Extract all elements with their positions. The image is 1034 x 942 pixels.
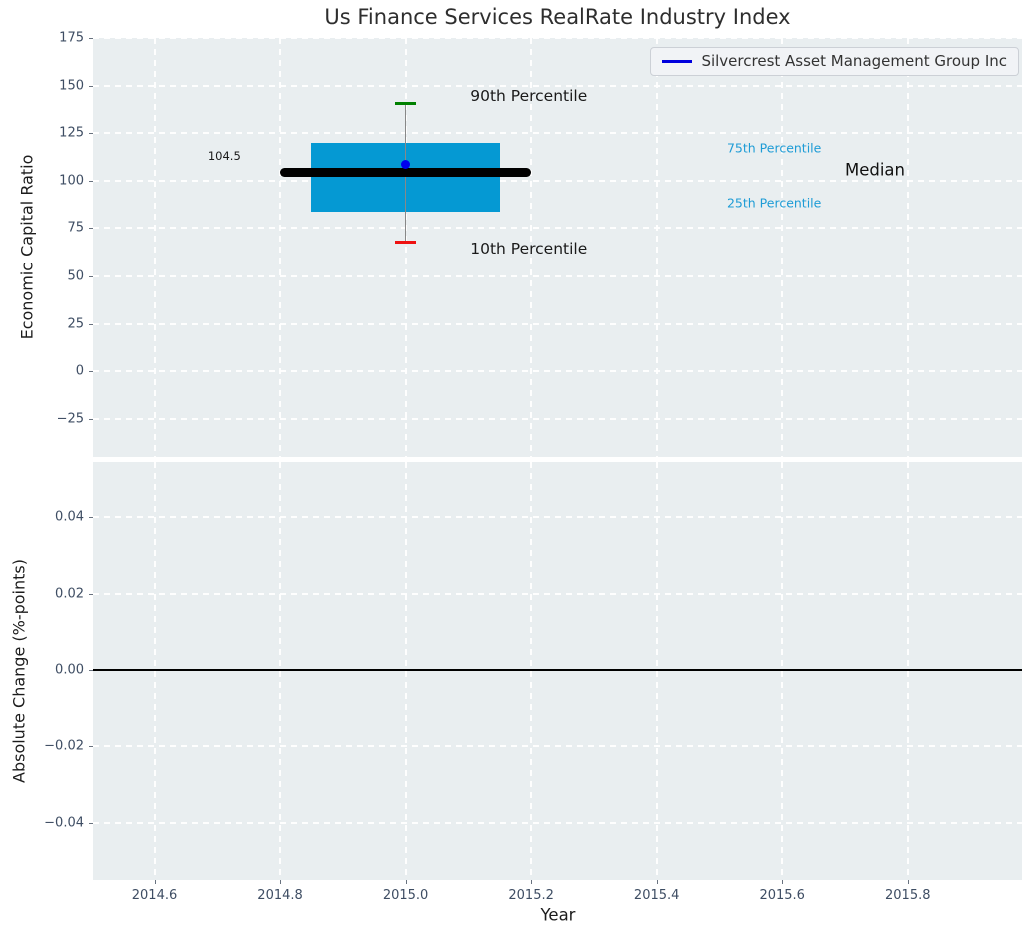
y-tick-label: 25 (67, 316, 84, 332)
x-axis-label: Year (540, 905, 576, 925)
p10-cap (395, 241, 416, 245)
y-tick-mark (89, 180, 93, 182)
p10-label: 10th Percentile (470, 240, 588, 259)
y-tick-mark (89, 85, 93, 87)
chart-title: Us Finance Services RealRate Industry In… (324, 5, 791, 29)
gridline-vertical (781, 38, 784, 457)
y-tick-mark (89, 276, 93, 278)
x-tick-mark (531, 880, 533, 884)
gridline-horizontal (93, 132, 1022, 135)
y-tick-label: 0.00 (55, 662, 84, 678)
legend: Silvercrest Asset Management Group Inc (650, 47, 1019, 76)
x-tick-label: 2015.4 (633, 888, 680, 903)
median-line (280, 167, 532, 177)
y-tick-mark (89, 670, 93, 672)
gridline-vertical (153, 38, 156, 457)
legend-line-swatch (662, 59, 693, 63)
y-tick-mark (89, 133, 93, 135)
top-axes: Silvercrest Asset Management Group Inc 1… (93, 38, 1022, 457)
median-value-label: 104.5 (207, 149, 241, 164)
y-tick-label: 175 (59, 30, 84, 46)
gridline-horizontal (93, 275, 1022, 278)
x-tick-label: 2015.0 (382, 888, 429, 903)
gridline-horizontal (93, 592, 1022, 595)
x-tick-mark (907, 880, 909, 884)
x-tick-mark (280, 880, 282, 884)
x-tick-label: 2014.8 (257, 888, 303, 903)
y-tick-label: 0.02 (55, 586, 84, 602)
gridline-vertical (655, 38, 658, 457)
gridline-horizontal (93, 84, 1022, 87)
gridline-horizontal (93, 227, 1022, 230)
x-tick-label: 2014.6 (131, 888, 178, 903)
y-axis-label-bottom: Absolute Change (%-points) (9, 559, 29, 783)
y-tick-mark (89, 371, 93, 373)
p25-label: 25th Percentile (726, 195, 822, 211)
y-tick-mark (89, 593, 93, 595)
gridline-horizontal (93, 370, 1022, 373)
bottom-axes (93, 462, 1022, 880)
gridline-horizontal (93, 745, 1022, 748)
gridline-vertical (279, 38, 282, 457)
x-tick-label: 2015.8 (885, 888, 931, 903)
y-tick-label: 150 (59, 78, 84, 94)
y-axis-label-top: Economic Capital Ratio (17, 154, 37, 340)
median-label: Median (844, 160, 905, 180)
legend-label: Silvercrest Asset Management Group Inc (701, 52, 1007, 70)
y-tick-mark (89, 822, 93, 824)
y-tick-mark (89, 746, 93, 748)
y-tick-mark (89, 418, 93, 420)
x-tick-label: 2015.2 (508, 888, 554, 903)
x-tick-mark (405, 880, 407, 884)
zero-line (93, 669, 1022, 672)
x-tick-label: 2015.6 (759, 888, 805, 903)
y-tick-label: 0 (75, 363, 84, 379)
y-tick-label: −0.02 (44, 738, 84, 754)
y-tick-label: −25 (56, 411, 84, 427)
y-tick-label: −0.04 (44, 815, 84, 831)
y-tick-mark (89, 323, 93, 325)
y-tick-label: 50 (67, 268, 84, 284)
y-tick-mark (89, 517, 93, 519)
gridline-horizontal (93, 821, 1022, 824)
gridline-horizontal (93, 322, 1022, 325)
y-tick-label: 125 (59, 125, 84, 141)
y-tick-label: 0.04 (55, 509, 84, 525)
gridline-horizontal (93, 38, 1022, 39)
gridline-vertical (404, 38, 407, 457)
x-tick-mark (782, 880, 784, 884)
x-tick-mark (154, 880, 156, 884)
p90-cap (395, 102, 416, 106)
y-tick-mark (89, 228, 93, 230)
y-tick-mark (89, 38, 93, 39)
gridline-vertical (530, 38, 533, 457)
p75-label: 75th Percentile (726, 140, 822, 155)
y-tick-label: 100 (59, 173, 84, 189)
gridline-horizontal (93, 179, 1022, 182)
company-point (401, 159, 411, 169)
p90-label: 90th Percentile (470, 86, 588, 105)
y-tick-label: 75 (67, 220, 84, 236)
gridline-vertical (906, 38, 909, 457)
gridline-horizontal (93, 417, 1022, 420)
x-tick-mark (656, 880, 658, 884)
gridline-horizontal (93, 516, 1022, 519)
